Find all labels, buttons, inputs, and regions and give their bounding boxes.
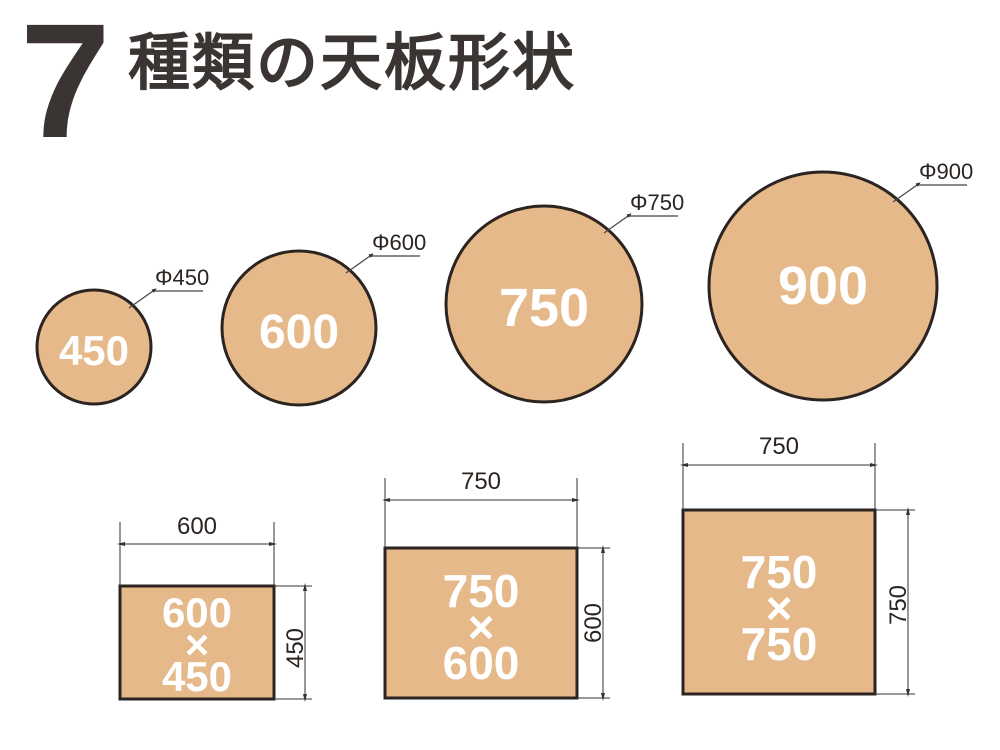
svg-text:600: 600 [259,306,339,359]
svg-text:450: 450 [59,327,129,374]
svg-text:750: 750 [885,585,912,625]
svg-text:Φ750: Φ750 [630,190,684,215]
svg-text:Φ450: Φ450 [155,265,209,290]
svg-text:450: 450 [282,628,309,668]
svg-text:750: 750 [461,468,501,495]
svg-text:600: 600 [580,603,607,643]
svg-text:Φ600: Φ600 [372,230,426,255]
svg-text:900: 900 [778,256,868,316]
svg-text:種類の天板形状: 種類の天板形状 [128,29,576,98]
svg-text:600: 600 [443,637,520,689]
svg-text:450: 450 [162,653,232,700]
svg-text:600: 600 [177,513,217,540]
svg-text:7: 7 [20,0,111,172]
svg-text:750: 750 [499,278,589,338]
svg-text:750: 750 [741,618,818,670]
svg-text:Φ900: Φ900 [919,159,973,184]
svg-text:750: 750 [759,433,799,460]
